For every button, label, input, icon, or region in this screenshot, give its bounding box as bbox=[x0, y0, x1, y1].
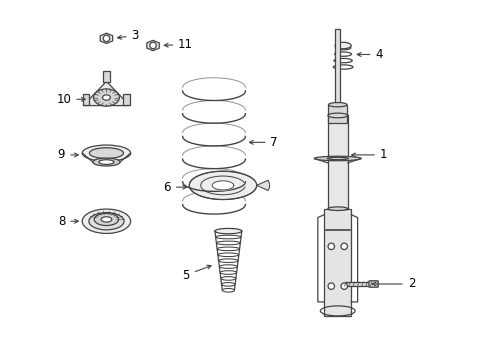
Ellipse shape bbox=[93, 158, 120, 166]
Bar bbox=[328, 105, 346, 123]
Ellipse shape bbox=[93, 89, 119, 106]
Ellipse shape bbox=[328, 103, 346, 107]
Polygon shape bbox=[212, 181, 233, 190]
Ellipse shape bbox=[327, 207, 347, 211]
Ellipse shape bbox=[102, 95, 110, 100]
Text: 7: 7 bbox=[249, 136, 278, 149]
Circle shape bbox=[149, 42, 156, 49]
Ellipse shape bbox=[82, 145, 130, 161]
Ellipse shape bbox=[94, 213, 119, 226]
Text: 3: 3 bbox=[117, 29, 139, 42]
Text: 8: 8 bbox=[58, 215, 78, 228]
Ellipse shape bbox=[99, 160, 114, 165]
Polygon shape bbox=[146, 40, 159, 51]
Ellipse shape bbox=[101, 217, 112, 222]
Polygon shape bbox=[100, 33, 112, 44]
Ellipse shape bbox=[327, 113, 347, 118]
FancyBboxPatch shape bbox=[368, 281, 378, 287]
Bar bbox=[324, 209, 350, 316]
Circle shape bbox=[327, 243, 334, 249]
Circle shape bbox=[340, 243, 346, 249]
Text: 6: 6 bbox=[163, 181, 186, 194]
Text: 5: 5 bbox=[182, 265, 211, 282]
Ellipse shape bbox=[89, 148, 123, 158]
Polygon shape bbox=[189, 171, 256, 199]
Ellipse shape bbox=[82, 209, 130, 233]
Text: 10: 10 bbox=[56, 93, 85, 106]
Circle shape bbox=[103, 35, 109, 41]
Ellipse shape bbox=[326, 157, 347, 159]
Bar bbox=[335, 30, 339, 108]
Ellipse shape bbox=[334, 42, 350, 49]
Polygon shape bbox=[83, 81, 129, 105]
Polygon shape bbox=[256, 180, 269, 190]
Circle shape bbox=[327, 283, 334, 289]
Text: 9: 9 bbox=[58, 148, 78, 161]
Bar bbox=[83, 94, 89, 105]
Circle shape bbox=[340, 283, 346, 289]
Text: 11: 11 bbox=[164, 38, 193, 51]
Text: 4: 4 bbox=[356, 48, 382, 61]
Ellipse shape bbox=[89, 213, 124, 230]
Text: 2: 2 bbox=[371, 278, 414, 291]
Ellipse shape bbox=[214, 228, 241, 234]
Bar bbox=[103, 71, 109, 82]
Text: 1: 1 bbox=[351, 148, 386, 161]
Bar bbox=[346, 282, 371, 286]
Bar bbox=[123, 94, 130, 105]
Bar bbox=[327, 116, 347, 209]
Ellipse shape bbox=[314, 156, 360, 161]
